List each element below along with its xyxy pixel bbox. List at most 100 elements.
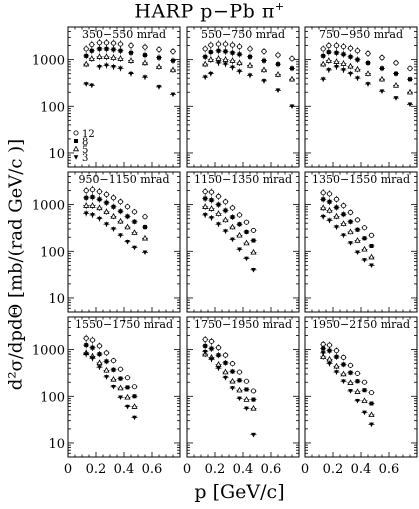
marker-circle-open bbox=[340, 203, 346, 209]
marker-circle-open bbox=[90, 187, 96, 193]
marker-triangle-down-filled bbox=[230, 65, 235, 71]
marker-circle-open bbox=[347, 362, 353, 368]
marker-triangle-open bbox=[246, 62, 254, 68]
panel-angle-label: 1750−1950 mrad bbox=[194, 318, 292, 331]
marker-triangle-down-filled bbox=[341, 379, 346, 384]
marker-square-filled bbox=[125, 385, 130, 390]
marker-square-filled bbox=[97, 46, 102, 51]
y-tick-label: 1000 bbox=[32, 54, 65, 69]
marker-triangle-open bbox=[96, 53, 103, 59]
x-tick-label: 0.6 bbox=[261, 462, 282, 477]
marker-circle-open bbox=[83, 46, 89, 52]
marker-triangle-down-filled bbox=[223, 375, 228, 381]
marker-square-filled bbox=[104, 46, 109, 51]
chart-title-main: HARP p−Pb π bbox=[134, 0, 275, 23]
marker-triangle-down-filled bbox=[202, 213, 208, 218]
y-tick-label: 10 bbox=[48, 147, 65, 162]
marker-triangle-open bbox=[96, 359, 103, 366]
y-tick-label: 1000 bbox=[32, 199, 65, 214]
marker-square-filled bbox=[366, 60, 370, 65]
marker-square-filled bbox=[380, 66, 384, 71]
marker-triangle-open bbox=[250, 404, 257, 411]
marker-triangle-down-filled bbox=[132, 245, 137, 251]
marker-triangle-down-filled bbox=[132, 415, 137, 421]
marker-circle-open bbox=[250, 227, 256, 233]
marker-circle-open bbox=[236, 369, 242, 375]
marker-triangle-down-filled bbox=[216, 61, 221, 66]
marker-circle-open bbox=[333, 43, 339, 49]
marker-circle-open bbox=[243, 378, 249, 384]
marker-square-filled bbox=[132, 219, 137, 224]
marker-circle-open bbox=[104, 191, 110, 197]
marker-circle-open bbox=[340, 354, 346, 360]
marker-square-filled bbox=[237, 222, 242, 227]
marker-triangle-open bbox=[274, 71, 282, 77]
panel-angle-label: 550−750 mrad bbox=[201, 28, 285, 41]
marker-square-filled bbox=[244, 387, 249, 392]
marker-circle-open bbox=[97, 40, 103, 46]
marker-triangle-open bbox=[215, 210, 222, 216]
marker-triangle-down-filled bbox=[118, 395, 123, 400]
marker-triangle-open bbox=[202, 203, 209, 209]
marker-circle-open bbox=[111, 195, 117, 201]
marker-triangle-down-filled bbox=[97, 216, 102, 222]
marker-square-filled bbox=[74, 139, 78, 143]
legend-label: 3 bbox=[82, 153, 88, 164]
marker-triangle-open bbox=[131, 229, 138, 235]
y-tick-label: 100 bbox=[40, 390, 65, 405]
marker-square-filled bbox=[362, 388, 367, 393]
marker-square-filled bbox=[129, 50, 133, 55]
panel-angle-label: 350−550 mrad bbox=[82, 28, 166, 41]
marker-triangle-down-filled bbox=[128, 71, 134, 77]
marker-triangle-open bbox=[347, 228, 354, 235]
marker-circle-open bbox=[326, 43, 332, 49]
marker-triangle-down-filled bbox=[393, 96, 399, 101]
marker-triangle-down-filled bbox=[326, 68, 332, 73]
marker-triangle-open bbox=[368, 411, 375, 418]
marker-circle-open bbox=[125, 375, 131, 381]
marker-triangle-open bbox=[340, 60, 347, 66]
marker-triangle-down-filled bbox=[341, 68, 346, 73]
marker-circle-open bbox=[118, 199, 124, 205]
marker-triangle-open bbox=[347, 62, 354, 69]
marker-triangle-down-filled bbox=[125, 239, 130, 245]
marker-triangle-open bbox=[333, 362, 340, 369]
marker-triangle-down-filled bbox=[111, 227, 116, 232]
marker-triangle-down-filled bbox=[125, 404, 130, 410]
marker-triangle-open bbox=[392, 81, 400, 88]
legend-label: 12 bbox=[82, 129, 95, 140]
marker-triangle-open bbox=[124, 393, 131, 400]
marker-triangle-down-filled bbox=[90, 213, 95, 218]
chart-title: HARP p−Pb π+ bbox=[0, 0, 419, 22]
marker-triangle-down-filled bbox=[142, 250, 148, 255]
marker-triangle-down-filled bbox=[320, 214, 326, 220]
marker-triangle-down-filled bbox=[379, 89, 385, 94]
marker-circle-open bbox=[340, 44, 346, 50]
marker-triangle-open bbox=[260, 66, 268, 73]
marker-triangle-down-filled bbox=[369, 263, 374, 268]
marker-square-filled bbox=[208, 50, 213, 55]
chart-title-superscript: + bbox=[274, 0, 285, 13]
y-tick-label: 1000 bbox=[32, 344, 65, 359]
marker-triangle-down-filled bbox=[202, 349, 208, 355]
marker-circle-open bbox=[361, 225, 367, 231]
marker-circle-open bbox=[229, 42, 235, 48]
marker-circle-open bbox=[275, 52, 281, 58]
marker-square-filled bbox=[104, 359, 109, 364]
marker-circle-open bbox=[83, 335, 89, 341]
marker-square-filled bbox=[203, 343, 208, 348]
marker-triangle-open bbox=[103, 366, 110, 373]
x-tick-label: 0 bbox=[183, 462, 191, 477]
marker-triangle-down-filled bbox=[334, 225, 339, 230]
marker-triangle-down-filled bbox=[275, 88, 281, 93]
panel-frame bbox=[67, 171, 181, 313]
marker-triangle-open bbox=[89, 202, 96, 208]
marker-circle-open bbox=[354, 48, 360, 54]
panel-9: 0 0.2 0.4 0.6 1950−2150 mrad bbox=[301, 316, 418, 477]
marker-triangle-open bbox=[124, 223, 131, 230]
y-tick-label: 10 bbox=[48, 292, 65, 307]
x-tick-label: 0.6 bbox=[142, 462, 163, 477]
marker-circle-open bbox=[125, 204, 131, 210]
marker-square-filled bbox=[223, 208, 228, 213]
marker-circle-open bbox=[347, 209, 353, 215]
